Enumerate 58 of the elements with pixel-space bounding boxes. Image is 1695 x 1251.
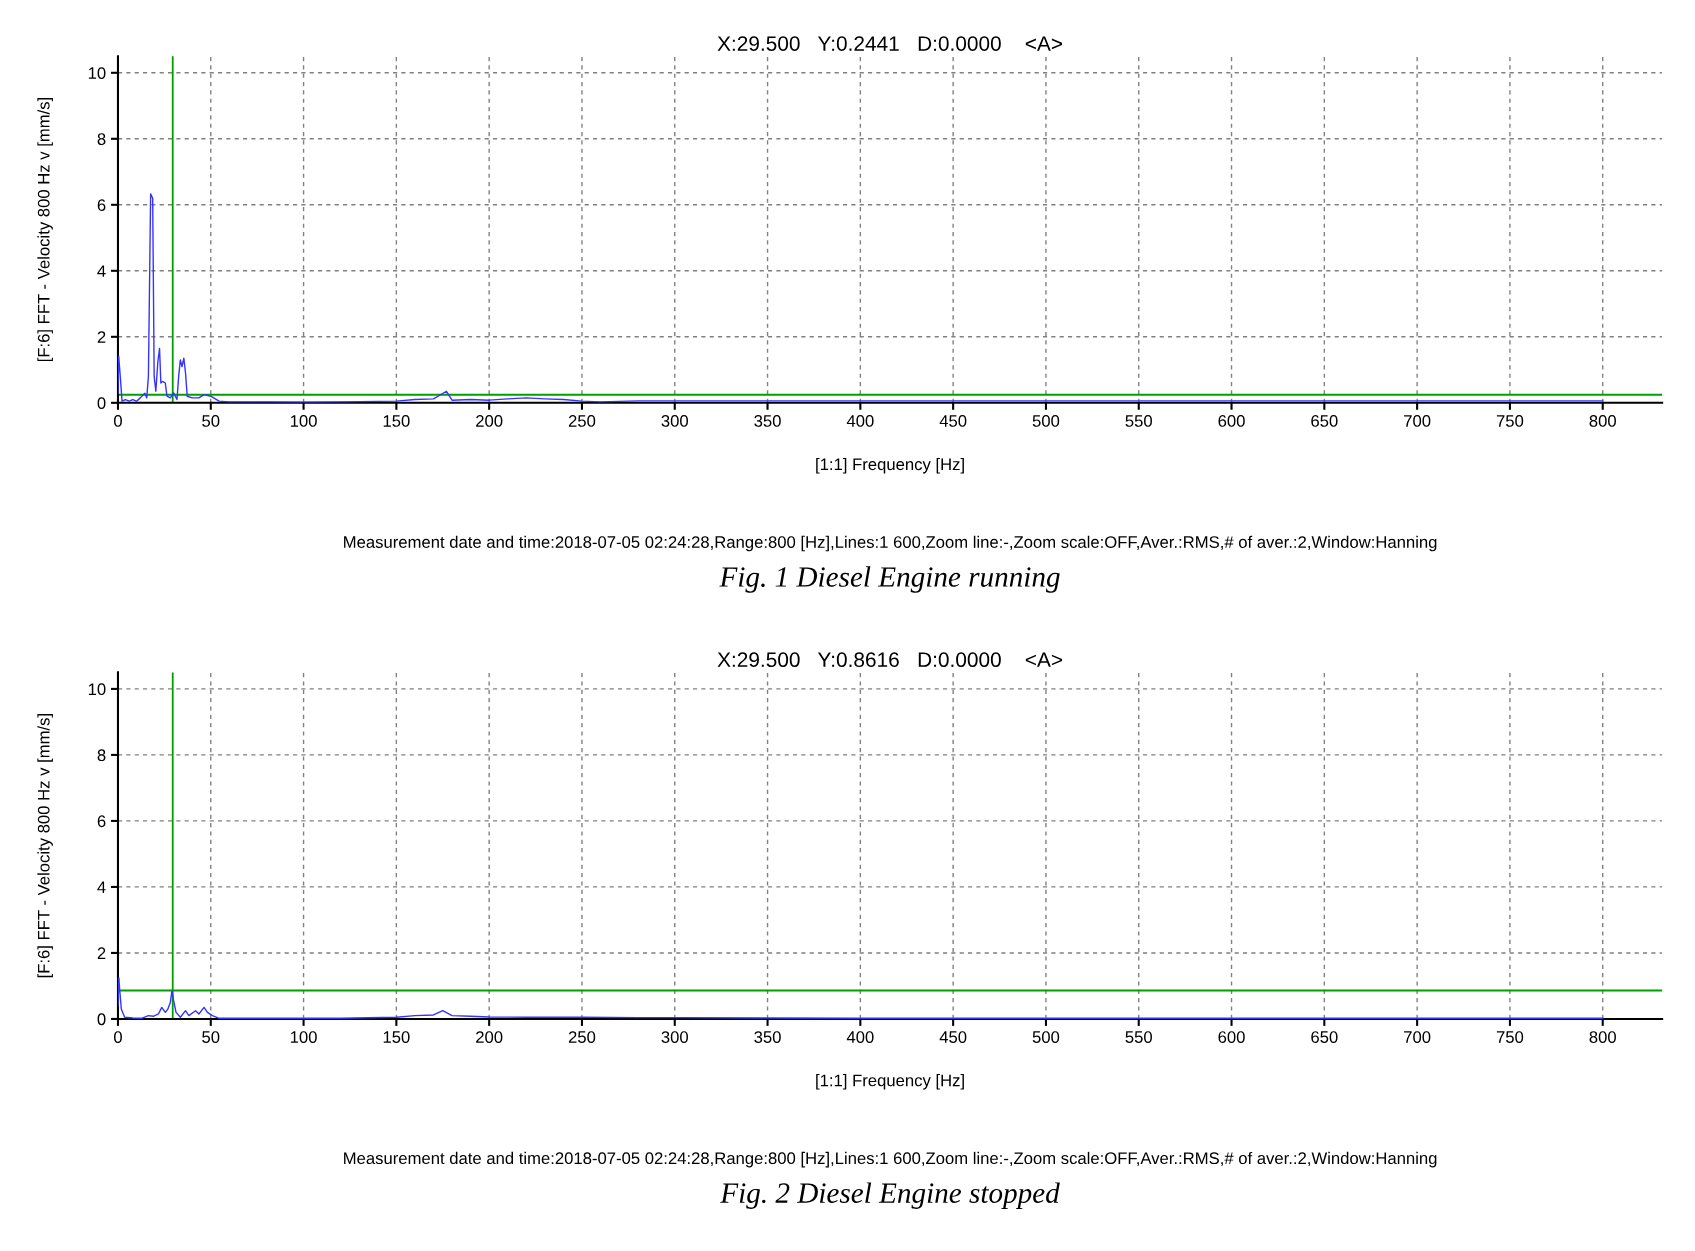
- chart-title: X:29.500 Y:0.8616 D:0.0000 <A>: [717, 652, 1063, 668]
- x-tick-label: 550: [1125, 1031, 1152, 1043]
- y-tick-label: 2: [97, 331, 106, 343]
- line-series: [117, 977, 1604, 1019]
- y-tick-label: 8: [97, 749, 106, 762]
- x-tick-label: 800: [1589, 415, 1616, 427]
- y-axis-title: [F:6] FFT - Velocity 800 Hz v [mm/s]: [37, 714, 53, 978]
- x-axis-title: [1:1] Frequency [Hz]: [816, 1074, 964, 1090]
- x-tick-label: 0: [113, 1031, 122, 1043]
- x-tick-label: 0: [113, 415, 122, 427]
- x-tick-label: 150: [383, 415, 410, 427]
- x-tick-label: 600: [1218, 1031, 1245, 1043]
- x-tick-label: 750: [1496, 1031, 1524, 1043]
- x-tick-label: 500: [1032, 1031, 1060, 1043]
- y-tick-label: 2: [97, 947, 106, 959]
- x-tick-label: 800: [1589, 1031, 1616, 1043]
- caption: Fig. 2 Diesel Engine stopped: [720, 1182, 1060, 1209]
- x-tick-label: 500: [1032, 415, 1060, 427]
- x-tick-label: 50: [202, 1031, 220, 1043]
- x-tick-label: 350: [754, 1031, 781, 1043]
- y-tick-label: 4: [97, 265, 106, 277]
- line-series: [117, 193, 1604, 403]
- y-tick-label: 8: [97, 133, 106, 145]
- y-tick-label: 6: [97, 815, 106, 828]
- x-tick-label: 450: [939, 415, 967, 427]
- y-tick-label: 0: [97, 397, 106, 410]
- x-tick-label: 200: [476, 415, 503, 427]
- y-axis-title: [F:6] FFT - Velocity 800 Hz v [mm/s]: [37, 97, 53, 362]
- text: Measurement date and time:2018-07-05 02:24:28,Range:800 [Hz],Lines:1 600,Zoom line:-,Zoom scale:OFF,Aver.:RMS,# of aver.:2,Window:Hanning: [344, 535, 1437, 552]
- x-tick-label: 300: [661, 1031, 689, 1043]
- y-tick-label: 4: [97, 881, 106, 893]
- x-tick-label: 550: [1125, 415, 1152, 427]
- y-tick-label: 6: [97, 199, 106, 212]
- x-tick-label: 100: [290, 1031, 317, 1043]
- x-axis-title: [1:1] Frequency [Hz]: [816, 457, 964, 474]
- x-tick-label: 250: [568, 415, 596, 427]
- text: Measurement date and time:2018-07-05 02:24:28,Range:800 [Hz],Lines:1 600,Zoom line:-,Zoom scale:OFF,Aver.:RMS,# of aver.:2,Window:Hanning: [344, 1151, 1437, 1168]
- y-tick-label: 10: [88, 67, 106, 79]
- x-tick-label: 100: [290, 415, 317, 427]
- x-tick-label: 400: [846, 415, 874, 427]
- caption: Fig. 1 Diesel Engine running: [719, 566, 1060, 593]
- chart-title: X:29.500 Y:0.2441 D:0.0000 <A>: [717, 36, 1063, 51]
- x-tick-label: 200: [476, 1031, 503, 1043]
- x-tick-label: 350: [754, 415, 781, 427]
- x-tick-label: 650: [1311, 1031, 1338, 1043]
- x-tick-label: 400: [846, 1031, 874, 1043]
- x-tick-label: 300: [661, 415, 689, 427]
- x-tick-label: 700: [1404, 415, 1431, 427]
- y-tick-label: 0: [97, 1013, 106, 1026]
- x-tick-label: 650: [1311, 415, 1338, 427]
- x-tick-label: 750: [1496, 415, 1524, 427]
- y-tick-label: 10: [88, 683, 106, 696]
- x-tick-label: 600: [1218, 415, 1245, 427]
- x-tick-label: 150: [383, 1031, 410, 1043]
- x-tick-label: 50: [202, 415, 220, 427]
- x-tick-label: 450: [939, 1031, 967, 1043]
- x-tick-label: 250: [568, 1031, 596, 1043]
- x-tick-label: 700: [1404, 1031, 1431, 1043]
